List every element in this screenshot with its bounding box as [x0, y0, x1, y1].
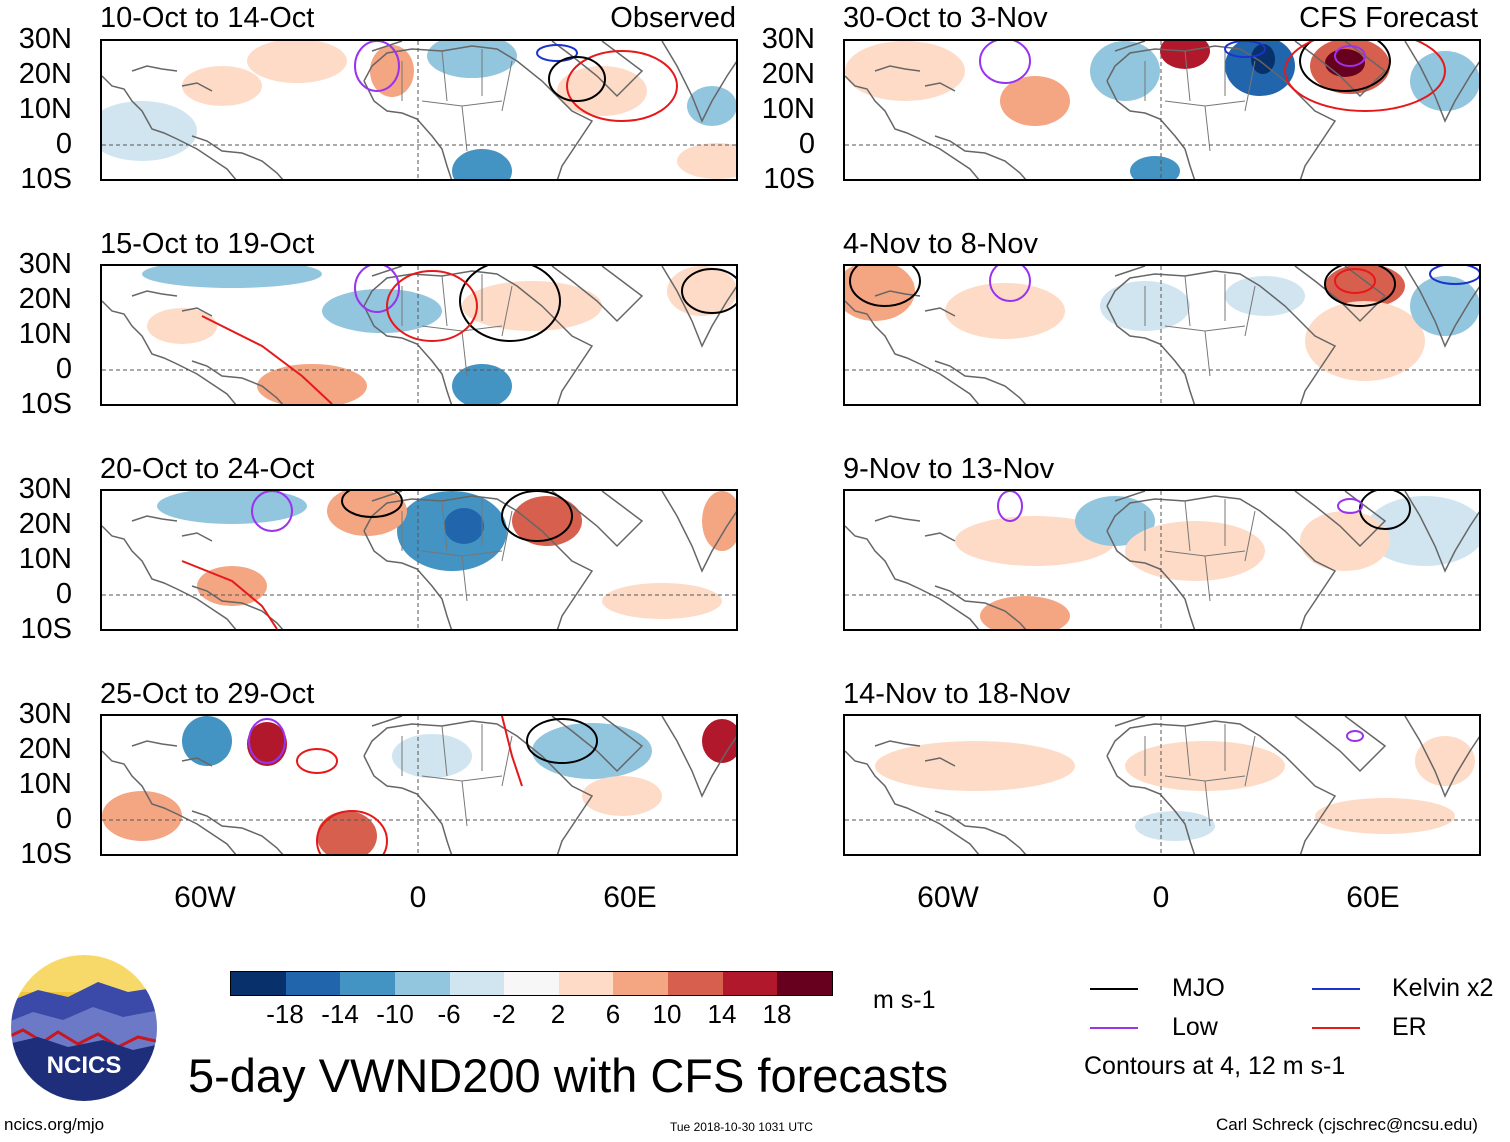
- legend-label-low: Low: [1172, 1013, 1218, 1041]
- lat-label-20n: 20N: [18, 508, 72, 540]
- map-panel-8: [843, 714, 1481, 856]
- lat-label-20n: 20N: [18, 58, 72, 90]
- panel-title-8: 14-Nov to 18-Nov: [843, 678, 1071, 710]
- colorbar-label: -14: [321, 999, 359, 1029]
- lat-label-10s: 10S: [20, 163, 72, 195]
- colorbar-label: 10: [652, 999, 682, 1029]
- legend-line-er: [1312, 1027, 1360, 1029]
- logo-text: NCICS: [46, 1052, 122, 1079]
- legend-label-kelvin: Kelvin x2: [1392, 974, 1494, 1002]
- map-panel-7: [843, 489, 1481, 631]
- lat-label-0: 0: [55, 128, 72, 160]
- map-panel-6: [843, 264, 1481, 406]
- colorbar-swatch: [285, 972, 341, 995]
- panel-title-4: 25-Oct to 29-Oct: [100, 678, 315, 710]
- colorbar-swatch: [558, 972, 614, 995]
- legend-label-mjo: MJO: [1172, 974, 1225, 1002]
- panel-title-6: 4-Nov to 8-Nov: [843, 228, 1039, 260]
- lon-label-60w: 60W: [174, 881, 236, 914]
- lat-label-30n: 30N: [18, 698, 72, 730]
- footer-url[interactable]: ncics.org/mjo: [4, 1115, 105, 1134]
- lat-label-0: 0: [798, 128, 815, 160]
- lat-label-0: 0: [55, 578, 72, 610]
- panel-title-2: 15-Oct to 19-Oct: [100, 228, 315, 260]
- lon-label-60w: 60W: [917, 881, 979, 914]
- main-title: 5-day VWND200 with CFS forecasts: [188, 1049, 949, 1102]
- lat-label-10n: 10N: [761, 93, 815, 125]
- lat-label-20n: 20N: [761, 58, 815, 90]
- panel-title-3: 20-Oct to 24-Oct: [100, 453, 315, 485]
- colorbar-swatch: [777, 972, 833, 995]
- colorbar-label: 14: [707, 999, 737, 1029]
- lat-label-30n: 30N: [18, 23, 72, 55]
- contours-note: Contours at 4, 12 m s-1: [1084, 1052, 1346, 1080]
- map-panel-5: [843, 39, 1481, 181]
- lon-label-60e: 60E: [603, 881, 657, 914]
- lat-label-10n: 10N: [18, 768, 72, 800]
- legend-line-mjo: [1090, 988, 1138, 990]
- colorbar-swatch: [340, 972, 395, 995]
- ncics-logo: NCICS: [8, 952, 160, 1104]
- lat-label-0: 0: [55, 353, 72, 385]
- panel-tag-observed: Observed: [610, 2, 736, 34]
- lon-label-0: 0: [409, 881, 427, 914]
- panel-title-1: 10-Oct to 14-Oct: [100, 2, 315, 34]
- footer-timestamp: Tue 2018-10-30 1031 UTC: [670, 1120, 813, 1134]
- colorbar-units: m s-1: [873, 986, 936, 1014]
- lat-label-10n: 10N: [18, 543, 72, 575]
- lat-label-10n: 10N: [18, 318, 72, 350]
- colorbar-label: -10: [376, 999, 414, 1029]
- colorbar-label: -2: [492, 999, 516, 1029]
- panel-title-5: 30-Oct to 3-Nov: [843, 2, 1048, 34]
- colorbar: [230, 971, 833, 996]
- lat-label-20n: 20N: [18, 733, 72, 765]
- lat-label-10s: 10S: [20, 388, 72, 420]
- colorbar-label: -6: [437, 999, 461, 1029]
- panel-tag-forecast: CFS Forecast: [1299, 2, 1478, 34]
- map-panel-3: [100, 489, 738, 631]
- footer-credit: Carl Schreck (cjschrec@ncsu.edu): [1216, 1115, 1478, 1134]
- colorbar-label: 18: [762, 999, 792, 1029]
- map-panel-2: [100, 264, 738, 406]
- colorbar-swatch: [449, 972, 505, 995]
- lat-label-10s: 10S: [20, 613, 72, 645]
- lat-label-10s: 10S: [763, 163, 815, 195]
- colorbar-label: 6: [605, 999, 621, 1029]
- lat-label-10n: 10N: [18, 93, 72, 125]
- map-panel-1: [100, 39, 738, 181]
- colorbar-label: -18: [266, 999, 304, 1029]
- legend-line-kelvin: [1312, 988, 1360, 990]
- lat-label-10s: 10S: [20, 838, 72, 870]
- lat-label-30n: 30N: [761, 23, 815, 55]
- panel-title-7: 9-Nov to 13-Nov: [843, 453, 1055, 485]
- colorbar-swatch: [231, 972, 286, 995]
- colorbar-swatch: [504, 972, 559, 995]
- lat-label-0: 0: [55, 803, 72, 835]
- legend-label-er: ER: [1392, 1013, 1427, 1041]
- lat-label-30n: 30N: [18, 248, 72, 280]
- map-panel-4: [100, 714, 738, 856]
- lon-label-0: 0: [1152, 881, 1170, 914]
- colorbar-swatch: [613, 972, 669, 995]
- lat-label-30n: 30N: [18, 473, 72, 505]
- colorbar-swatch: [722, 972, 778, 995]
- colorbar-swatch: [394, 972, 450, 995]
- colorbar-swatch: [668, 972, 723, 995]
- lon-label-60e: 60E: [1346, 881, 1400, 914]
- colorbar-label: 2: [550, 999, 566, 1029]
- legend-line-low: [1090, 1027, 1138, 1029]
- lat-label-20n: 20N: [18, 283, 72, 315]
